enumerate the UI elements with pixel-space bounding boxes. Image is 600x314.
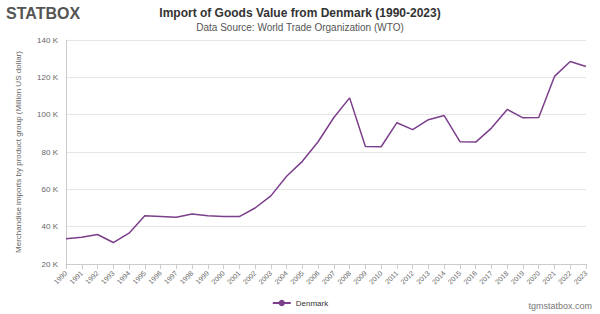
svg-text:2020: 2020 (525, 269, 541, 285)
svg-text:Merchandise imports by product: Merchandise imports by product group (Mi… (14, 51, 23, 253)
svg-text:1996: 1996 (147, 269, 163, 285)
svg-text:120 K: 120 K (37, 73, 59, 82)
svg-text:2009: 2009 (352, 269, 368, 285)
svg-text:2004: 2004 (273, 269, 289, 285)
svg-text:2002: 2002 (242, 269, 258, 285)
svg-text:1999: 1999 (194, 269, 210, 285)
svg-text:1992: 1992 (84, 269, 100, 285)
svg-text:2017: 2017 (478, 269, 494, 285)
svg-text:2022: 2022 (557, 269, 573, 285)
svg-text:2011: 2011 (384, 269, 400, 285)
svg-text:tgmstatbox.com: tgmstatbox.com (528, 301, 592, 311)
svg-text:2012: 2012 (399, 269, 415, 285)
svg-text:140 K: 140 K (37, 36, 59, 45)
svg-text:1990: 1990 (53, 269, 69, 285)
svg-text:2013: 2013 (415, 269, 431, 285)
svg-text:2016: 2016 (462, 269, 478, 285)
svg-text:1993: 1993 (100, 269, 116, 285)
svg-text:STATBOX: STATBOX (6, 5, 80, 22)
svg-text:2021: 2021 (541, 269, 557, 285)
svg-text:2015: 2015 (446, 269, 462, 285)
svg-text:Denmark: Denmark (296, 299, 329, 308)
svg-text:1998: 1998 (179, 269, 195, 285)
svg-text:80 K: 80 K (42, 148, 59, 157)
svg-text:40 K: 40 K (42, 222, 59, 231)
svg-text:1995: 1995 (131, 269, 147, 285)
svg-text:2001: 2001 (226, 269, 242, 285)
svg-text:1994: 1994 (116, 269, 132, 285)
svg-text:2018: 2018 (494, 269, 510, 285)
svg-text:60 K: 60 K (42, 185, 59, 194)
svg-text:1997: 1997 (163, 269, 179, 285)
svg-text:1991: 1991 (68, 269, 84, 285)
svg-text:2014: 2014 (431, 269, 447, 285)
svg-text:20 K: 20 K (42, 260, 59, 269)
svg-text:2005: 2005 (289, 269, 305, 285)
svg-text:2006: 2006 (305, 269, 321, 285)
svg-text:2000: 2000 (210, 269, 226, 285)
svg-text:2008: 2008 (336, 269, 352, 285)
svg-text:100 K: 100 K (37, 110, 59, 119)
svg-text:Import of Goods Value from Den: Import of Goods Value from Denmark (1990… (159, 6, 440, 20)
svg-text:Data Source: World Trade Organ: Data Source: World Trade Organization (W… (196, 22, 404, 33)
svg-text:2007: 2007 (320, 269, 336, 285)
svg-text:2010: 2010 (368, 269, 384, 285)
svg-text:2003: 2003 (257, 269, 273, 285)
svg-text:2023: 2023 (573, 269, 589, 285)
svg-text:2019: 2019 (510, 269, 526, 285)
